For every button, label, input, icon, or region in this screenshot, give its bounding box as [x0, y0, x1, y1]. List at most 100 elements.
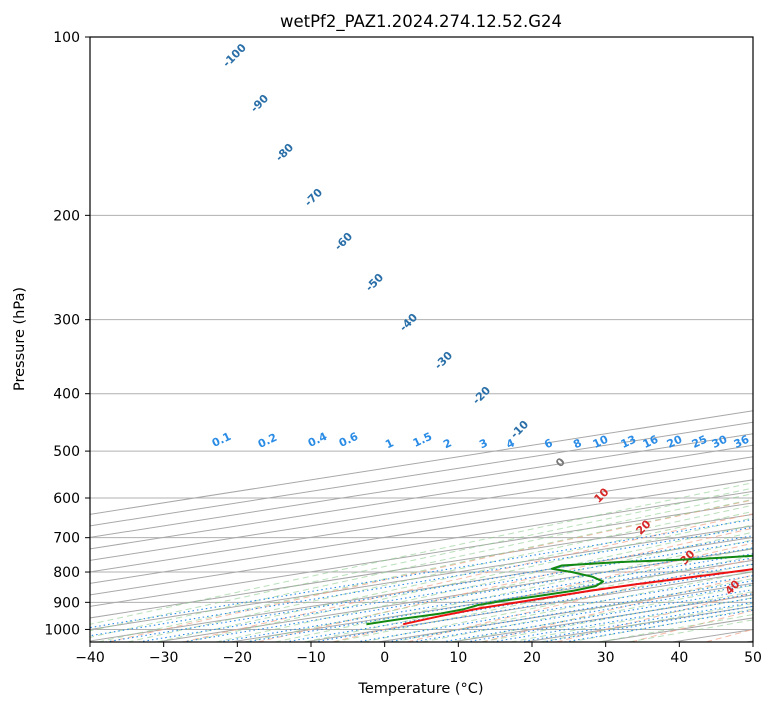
- moist-adiabat-line: [392, 570, 753, 642]
- moist-adiabat-line: [274, 539, 753, 642]
- isotherm-line: [90, 410, 753, 515]
- isotherm-line: [90, 456, 753, 561]
- isotherm-line: [90, 536, 753, 642]
- mixing-ratio-label: 2: [441, 436, 453, 451]
- isotherm-line: [156, 548, 753, 642]
- isotherm-line: [230, 559, 753, 642]
- mixing-ratio-line: [182, 547, 753, 642]
- x-tick-label: 20: [523, 650, 541, 666]
- dry-adiabat-label: -40: [397, 311, 420, 334]
- y-tick-label: 700: [53, 531, 80, 547]
- dry-adiabat-label: -70: [302, 186, 325, 209]
- plot-area: -100-90-80-70-60-50-40-30-20-100.1 0.2 0.4…: [90, 37, 753, 642]
- isotherm-line: [90, 433, 753, 538]
- mixing-ratio-line: [519, 601, 753, 642]
- mixing-ratio-label: 0.2: [256, 431, 279, 451]
- moist-adiabat-line: [186, 517, 753, 642]
- mixing-ratio-line: [564, 609, 753, 642]
- x-tick-label: 50: [744, 650, 762, 666]
- moist-adiabat-label: 20: [634, 517, 654, 537]
- x-axis-ticks: −40 −30 −20 −10 0 10 20 30 40 50: [75, 642, 762, 666]
- isobar-grid: [90, 37, 753, 630]
- mixing-ratio-label: 16: [641, 433, 661, 451]
- moist-adiabat-line: [90, 493, 753, 638]
- mixing-ratio-label: 36: [732, 433, 752, 451]
- mixing-ratio-label: 20: [665, 433, 685, 451]
- mixing-ratio-label: 6: [542, 436, 555, 451]
- mixing-ratio-label: 25: [690, 433, 709, 451]
- dry-adiabat-label: -80: [273, 141, 296, 164]
- mixing-ratio-label: 10: [591, 433, 611, 451]
- y-tick-label: 600: [53, 491, 80, 507]
- mixing-ratio-label: 0.6: [337, 430, 360, 450]
- y-axis-title: Pressure (hPa): [12, 287, 28, 391]
- isotherm-line: [90, 513, 753, 619]
- x-axis-title: Temperature (°C): [357, 681, 483, 697]
- moist-adiabat-line: [451, 584, 753, 642]
- moist-adiabat-line: [97, 498, 753, 642]
- isotherm-line: [377, 582, 753, 642]
- chart-title: wetPf2_PAZ1.2024.274.12.52.G24: [280, 12, 562, 32]
- x-tick-label: −20: [223, 650, 253, 666]
- mixing-ratio-label: 1: [383, 436, 395, 451]
- moist-adiabat-line: [333, 555, 753, 642]
- x-tick-label: 10: [449, 650, 467, 666]
- y-tick-label: 900: [53, 595, 80, 611]
- dry-adiabat-label: -20: [470, 384, 493, 407]
- y-tick-label: 800: [53, 565, 80, 581]
- y-tick-label: 100: [53, 30, 80, 46]
- isotherm-line: [451, 594, 753, 642]
- temperature-profile-line: [402, 568, 753, 626]
- dry-adiabat-line: [257, 527, 753, 642]
- dry-adiabat-label: -50: [363, 271, 386, 294]
- moist-adiabat-label: 0: [553, 455, 568, 470]
- isotherm-line: [90, 502, 753, 607]
- isotherm-line: [746, 640, 753, 642]
- y-tick-label: 1000: [44, 622, 80, 638]
- moist-adiabat-line: [363, 563, 753, 642]
- mixing-ratio-label: 0.4: [306, 430, 329, 450]
- dry-adiabat-line: [108, 499, 753, 642]
- dry-adiabat-line: [556, 591, 753, 642]
- mixing-ratio-label: 1.5: [411, 430, 434, 450]
- mixing-ratio-label: 0.1: [210, 430, 233, 450]
- skewed-isotherm-grid: [90, 410, 753, 642]
- dewpoint-profile-line: [366, 554, 753, 626]
- moist-adiabat-line: [90, 482, 753, 625]
- moist-adiabat-line: [90, 487, 753, 632]
- mixing-ratio-label: 30: [710, 433, 730, 451]
- mixing-ratio-label: 13: [619, 433, 638, 451]
- mixing-ratio-line: [541, 605, 753, 642]
- isotherm-line: [90, 490, 753, 596]
- mixing-ratio-line: [138, 540, 753, 642]
- dry-adiabat-label: -90: [248, 92, 271, 115]
- isotherm-line: [90, 467, 753, 573]
- isotherm-line: [90, 525, 753, 630]
- x-tick-label: −30: [149, 650, 179, 666]
- moist-adiabat-line: [481, 591, 753, 642]
- dry-adiabat-label: -60: [332, 230, 355, 253]
- moist-adiabat-line: [127, 504, 753, 642]
- y-tick-label: 500: [53, 444, 80, 460]
- mixing-ratio-label: 3: [477, 436, 489, 451]
- dry-adiabat-label: -30: [432, 349, 455, 372]
- y-tick-label: 400: [53, 387, 80, 403]
- x-tick-label: 30: [597, 650, 615, 666]
- isotherm-line: [90, 421, 753, 527]
- isotherm-line: [90, 444, 753, 550]
- isotherm-line: [90, 479, 753, 584]
- plot-frame: [89, 36, 754, 643]
- x-tick-label: −10: [296, 650, 326, 666]
- dry-adiabat-line: [481, 574, 753, 642]
- dry-adiabat-line: [332, 542, 753, 642]
- x-tick-label: −40: [75, 650, 105, 666]
- y-tick-label: 300: [53, 313, 80, 329]
- moist-adiabat-line: [156, 510, 753, 642]
- profile-series: [366, 554, 753, 626]
- moist-adiabats: [90, 482, 753, 642]
- dry-adiabat-label: -100: [220, 41, 249, 70]
- y-tick-label: 200: [53, 208, 80, 224]
- mixing-ratio-line: [245, 557, 753, 642]
- x-tick-label: 0: [380, 650, 389, 666]
